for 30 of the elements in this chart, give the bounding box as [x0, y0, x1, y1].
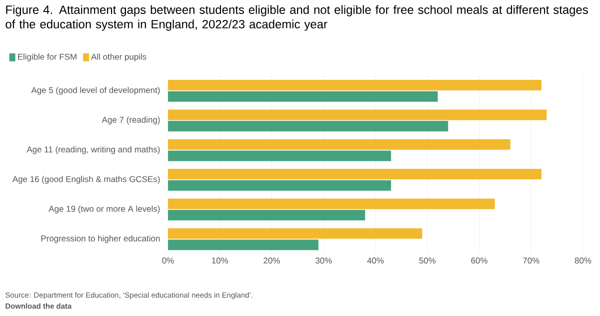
x-tick-label: 40%: [367, 258, 384, 264]
bar: [168, 240, 318, 250]
bar: [168, 210, 366, 220]
x-tick-label: 70%: [523, 258, 540, 264]
bar: [168, 228, 422, 239]
y-tick-label: Age 19 (two or more A levels): [48, 206, 160, 214]
x-tick-label: 0%: [162, 258, 174, 264]
y-tick-label: Age 5 (good level of development): [31, 86, 160, 95]
bar: [168, 91, 438, 102]
y-tick-label: Age 7 (reading): [102, 116, 160, 124]
x-tick-label: 80%: [574, 258, 592, 264]
bar: [168, 80, 542, 90]
x-tick-label: 10%: [212, 258, 228, 264]
x-tick-label: 50%: [419, 258, 436, 264]
bar: [168, 120, 448, 132]
x-tick-label: 30%: [315, 258, 332, 264]
x-tick-label: 60%: [471, 258, 488, 264]
bar: [168, 198, 495, 210]
bar: [168, 168, 542, 180]
y-tick-label: Age 11 (reading, writing and maths): [26, 146, 160, 154]
chart-title: Figure 4. Attainment gaps between students eligible and not eligible for free school meals at different stages of the education system in England, 2022/23 academic year: [6, 5, 588, 31]
x-tick-label: 20%: [264, 258, 280, 264]
bar: [168, 180, 392, 191]
bar: [168, 150, 392, 162]
bar: [168, 110, 547, 120]
y-tick-label: Age 16 (good English & maths GCSEs): [12, 176, 160, 184]
legend-label: All other pupils: [91, 54, 146, 62]
bar: [168, 139, 510, 150]
y-tick-label: Progression to higher education: [41, 235, 160, 244]
legend-label: Eligible for FSM: [18, 54, 76, 62]
